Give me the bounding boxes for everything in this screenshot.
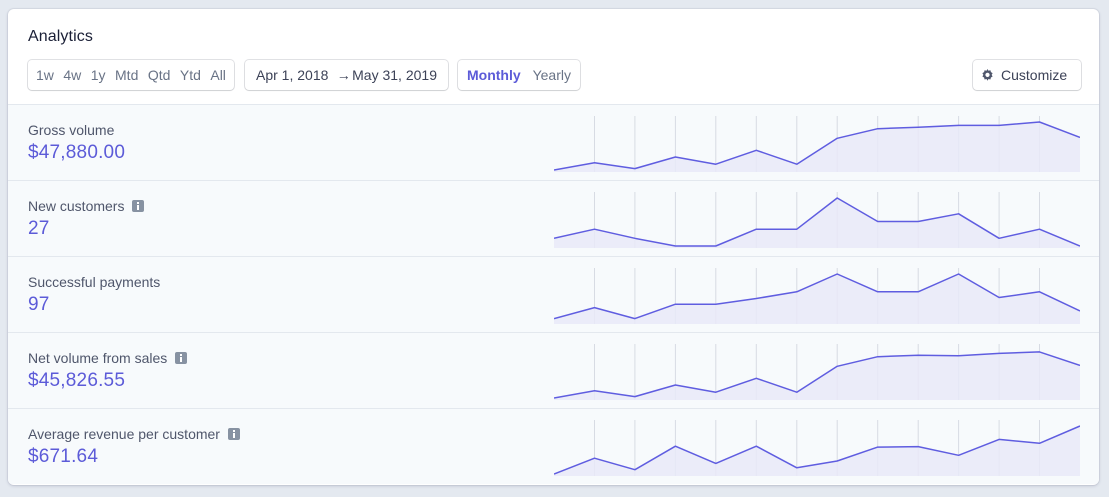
metric-label: Successful payments [28,274,160,290]
metric-label: Gross volume [28,122,114,138]
customize-button[interactable]: Customize [973,60,1081,90]
sparkline-chart [554,268,1080,324]
metric-label-text: Gross volume [28,122,115,138]
sparkline-area [554,274,1080,324]
toolbar: 1w 4w 1y Mtd Qtd Ytd All Apr 1, 2018 → M… [28,60,1081,90]
sparkline-line [554,351,1080,399]
metric-value: 97 [28,294,50,315]
date-range-picker[interactable]: Apr 1, 2018 → May 31, 2019 [245,60,448,90]
date-start: Apr 1, 2018 [256,67,329,83]
info-icon[interactable] [175,352,188,364]
sparkline-chart [554,420,1080,476]
metric-row-net-volume-from-sales[interactable]: Net volume from sales $45,826.55 [8,332,1099,408]
metric-label-text: New customers [28,198,125,214]
sparkline-chart [554,116,1080,172]
sparkline-area [554,198,1080,248]
sparkline-line [554,425,1080,475]
metric-row-gross-volume[interactable]: Gross volume $47,880.00 [8,104,1099,180]
metric-label: Average revenue per customer [28,426,240,442]
sparkline-area [554,426,1080,476]
gear-icon [982,68,993,81]
metrics-list: Gross volume $47,880.00 New customers 27 Suc… [8,104,1099,484]
metric-value: $47,880.00 [28,142,126,163]
info-icon[interactable] [227,428,240,440]
range-1y[interactable]: 1y [90,67,106,83]
range-selector: 1w 4w 1y Mtd Qtd Ytd All [28,60,234,90]
customize-label: Customize [1001,67,1068,83]
metric-value: $671.64 [28,446,99,467]
sparkline-line [554,273,1080,320]
metric-label: Net volume from sales [28,350,188,366]
sparkline-chart [554,192,1080,248]
metric-row-new-customers[interactable]: New customers 27 [8,180,1099,256]
sparkline-area [554,122,1080,172]
range-qtd[interactable]: Qtd [147,67,171,83]
sparkline-area [554,351,1080,400]
info-icon[interactable] [132,200,145,212]
page-title: Analytics [28,28,93,45]
range-all[interactable]: All [210,67,226,83]
metric-row-successful-payments[interactable]: Successful payments 97 [8,256,1099,332]
metric-label-text: Successful payments [28,274,161,290]
metric-row-average-revenue-per-customer[interactable]: Average revenue per customer $671.64 [8,408,1099,484]
range-4w[interactable]: 4w [63,67,82,83]
date-end: May 31, 2019 [352,67,437,83]
range-ytd[interactable]: Ytd [179,67,201,83]
sparkline-line [554,121,1080,171]
metric-value: 27 [28,218,50,239]
metric-label-text: Net volume from sales [28,350,168,366]
range-mtd[interactable]: Mtd [115,67,139,83]
interval-monthly[interactable]: Monthly [467,67,521,83]
interval-yearly[interactable]: Yearly [532,67,571,83]
range-1w[interactable]: 1w [36,67,54,83]
metric-label: New customers [28,198,145,214]
metric-label-text: Average revenue per customer [28,426,220,442]
interval-selector: Monthly Yearly [458,60,580,90]
metric-value: $45,826.55 [28,370,126,391]
arrow-right-icon: → [336,67,351,83]
analytics-card: Analytics 1w 4w 1y Mtd Qtd Ytd All Apr 1… [8,9,1099,485]
sparkline-line [554,197,1080,247]
sparkline-chart [554,344,1080,400]
